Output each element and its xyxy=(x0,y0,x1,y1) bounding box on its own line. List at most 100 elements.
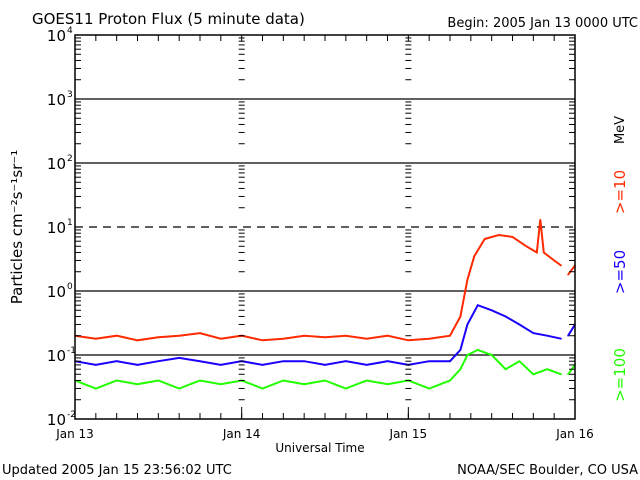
data-point xyxy=(220,364,222,366)
y-tick-exponent: 1 xyxy=(67,218,73,228)
y-tick-exponent: -1 xyxy=(67,346,76,356)
y-tick-label: 10 xyxy=(47,91,66,109)
data-point xyxy=(449,360,451,363)
data-point xyxy=(518,323,521,326)
y-tick-label: 10 xyxy=(47,155,66,173)
data-point xyxy=(115,379,118,382)
y-tick-label: 10 xyxy=(47,283,66,301)
x-tick-label: Jan 15 xyxy=(389,427,428,441)
y-axis-label: Particles cm⁻²s⁻¹sr⁻¹ xyxy=(8,150,26,304)
begin-label: Begin: 2005 Jan 13 0000 UTC xyxy=(447,16,638,31)
data-point xyxy=(553,259,555,262)
source-label: NOAA/SEC Boulder, CO USA xyxy=(457,463,638,478)
data-point xyxy=(511,236,514,238)
units-label: MeV xyxy=(613,116,628,144)
data-point xyxy=(567,373,569,376)
chart-title: GOES11 Proton Flux (5 minute data) xyxy=(32,10,305,28)
data-point xyxy=(178,334,180,337)
data-point xyxy=(157,379,160,382)
x-tick-label: Jan 16 xyxy=(555,427,594,441)
data-point xyxy=(428,360,430,363)
data-point xyxy=(365,364,368,366)
data-point xyxy=(178,387,180,390)
data-point xyxy=(532,332,535,334)
data-point xyxy=(459,368,462,370)
data-point xyxy=(560,373,562,376)
data-point xyxy=(428,337,430,340)
x-axis-label: Universal Time xyxy=(275,441,364,455)
legend-ge50: >=50 xyxy=(611,250,629,294)
series-line-1 xyxy=(74,303,576,366)
data-point xyxy=(303,360,305,363)
data-point xyxy=(282,360,285,363)
data-point xyxy=(490,354,493,356)
data-point xyxy=(407,339,410,342)
legend-ge10: >=10 xyxy=(611,170,629,214)
data-point xyxy=(345,334,347,337)
data-point xyxy=(504,315,507,318)
data-point xyxy=(95,337,97,340)
data-point xyxy=(95,387,97,390)
data-point xyxy=(199,379,201,382)
data-point xyxy=(539,218,542,221)
y-tick-exponent: 2 xyxy=(67,154,73,164)
data-point xyxy=(324,336,326,338)
data-point xyxy=(115,334,118,337)
data-point xyxy=(199,360,201,363)
data-point xyxy=(473,255,476,257)
series-line-2 xyxy=(74,348,576,390)
data-point xyxy=(525,245,528,248)
data-point xyxy=(261,387,264,390)
data-point xyxy=(449,334,451,337)
data-point xyxy=(261,364,264,366)
data-point xyxy=(365,379,368,382)
data-point xyxy=(345,360,347,363)
data-point xyxy=(95,364,97,366)
data-point xyxy=(365,337,368,340)
updated-label: Updated 2005 Jan 15 23:56:02 UTC xyxy=(2,463,232,478)
data-point xyxy=(490,309,493,312)
data-point xyxy=(303,334,305,337)
y-tick-exponent: 3 xyxy=(67,90,73,100)
y-tick-label: 10 xyxy=(47,219,66,237)
data-point xyxy=(476,304,479,306)
data-point xyxy=(483,238,486,240)
data-point xyxy=(199,332,201,334)
data-point xyxy=(567,334,569,337)
data-point xyxy=(497,234,500,236)
data-point xyxy=(282,379,285,382)
y-tick-exponent: 4 xyxy=(67,26,73,36)
data-point xyxy=(542,251,545,254)
data-point xyxy=(136,383,139,385)
data-point xyxy=(560,264,562,267)
y-tick-label: 10 xyxy=(47,411,66,429)
legend-ge100: >=100 xyxy=(611,348,629,402)
data-point xyxy=(157,336,160,338)
data-point xyxy=(386,334,389,337)
data-point xyxy=(504,368,507,370)
data-point xyxy=(157,360,160,363)
data-point xyxy=(428,387,430,390)
data-point xyxy=(459,315,462,318)
series-line-0 xyxy=(74,219,576,342)
data-point xyxy=(536,251,538,254)
x-tick-label: Jan 13 xyxy=(55,427,94,441)
data-point xyxy=(261,339,264,342)
data-point xyxy=(476,349,479,351)
y-tick-exponent: 0 xyxy=(67,282,73,292)
data-point xyxy=(303,383,305,385)
data-point xyxy=(178,357,180,359)
x-tick-label: Jan 14 xyxy=(222,427,261,441)
data-point xyxy=(386,383,389,385)
data-point xyxy=(386,360,389,363)
y-tick-label: 10 xyxy=(47,27,66,45)
data-point xyxy=(449,379,451,382)
data-point xyxy=(560,337,562,340)
data-point xyxy=(220,383,222,385)
data-point xyxy=(466,354,469,356)
data-point xyxy=(546,368,549,370)
data-point xyxy=(546,334,549,337)
data-point xyxy=(282,337,285,340)
